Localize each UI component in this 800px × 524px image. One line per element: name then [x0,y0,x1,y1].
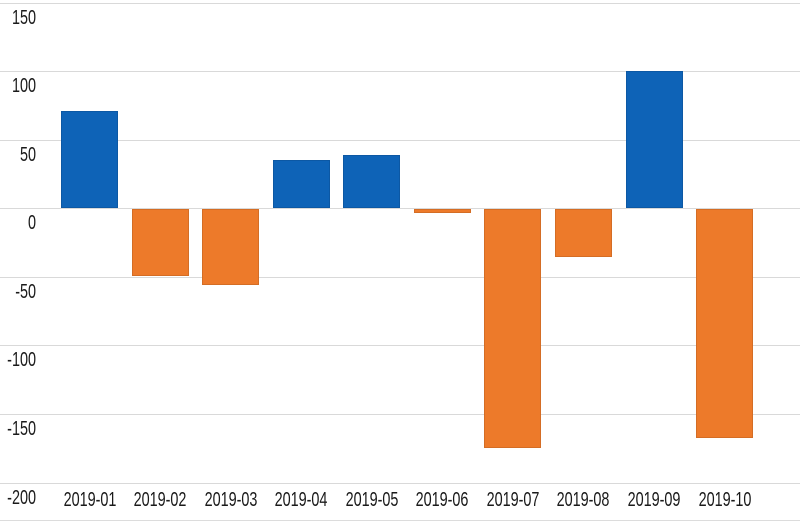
gridline [0,139,800,141]
bar-2019-05[interactable] [343,154,401,209]
x-axis-tick-label: 2019-08 [556,489,610,511]
x-axis-line [0,520,800,521]
y-axis-tick-label: -150 [7,418,36,440]
y-axis-tick-label: 0 [27,212,36,235]
bar-2019-08[interactable] [554,209,612,258]
gridline [0,276,800,278]
bar-2019-09[interactable] [625,71,683,209]
bar-2019-04[interactable] [272,160,330,209]
x-axis-tick-label: 2019-09 [627,489,681,511]
x-axis-tick-label: 2019-01 [63,489,116,511]
y-axis-tick-label: 100 [11,75,36,98]
y-axis-tick-label: 150 [11,6,36,29]
gridline [0,414,800,415]
x-axis-tick-label: 2019-02 [133,489,187,511]
x-axis-tick-label: 2019-10 [698,489,751,511]
x-axis-tick-label: 2019-06 [415,489,469,511]
y-axis-tick-label: -200 [7,486,36,509]
gridline [0,482,800,484]
gridline [0,208,800,210]
x-axis-tick-label: 2019-05 [345,489,399,511]
bar-2019-06[interactable] [413,209,471,214]
gridline [0,71,800,73]
y-axis-tick-label: -50 [15,280,36,303]
x-axis-tick-label: 2019-04 [274,489,328,511]
bar-2019-03[interactable] [202,209,260,285]
bar-2019-07[interactable] [484,209,542,448]
gridline [0,345,800,347]
x-axis-tick-label: 2019-07 [486,489,540,511]
x-axis-tick-label: 2019-03 [204,489,258,511]
bar-2019-01[interactable] [61,110,118,209]
bar-2019-02[interactable] [131,209,189,277]
gridline [0,2,800,4]
bar-2019-10[interactable] [696,209,753,439]
y-axis-tick-label: -100 [7,349,36,372]
y-axis-tick-label: 50 [19,143,36,166]
